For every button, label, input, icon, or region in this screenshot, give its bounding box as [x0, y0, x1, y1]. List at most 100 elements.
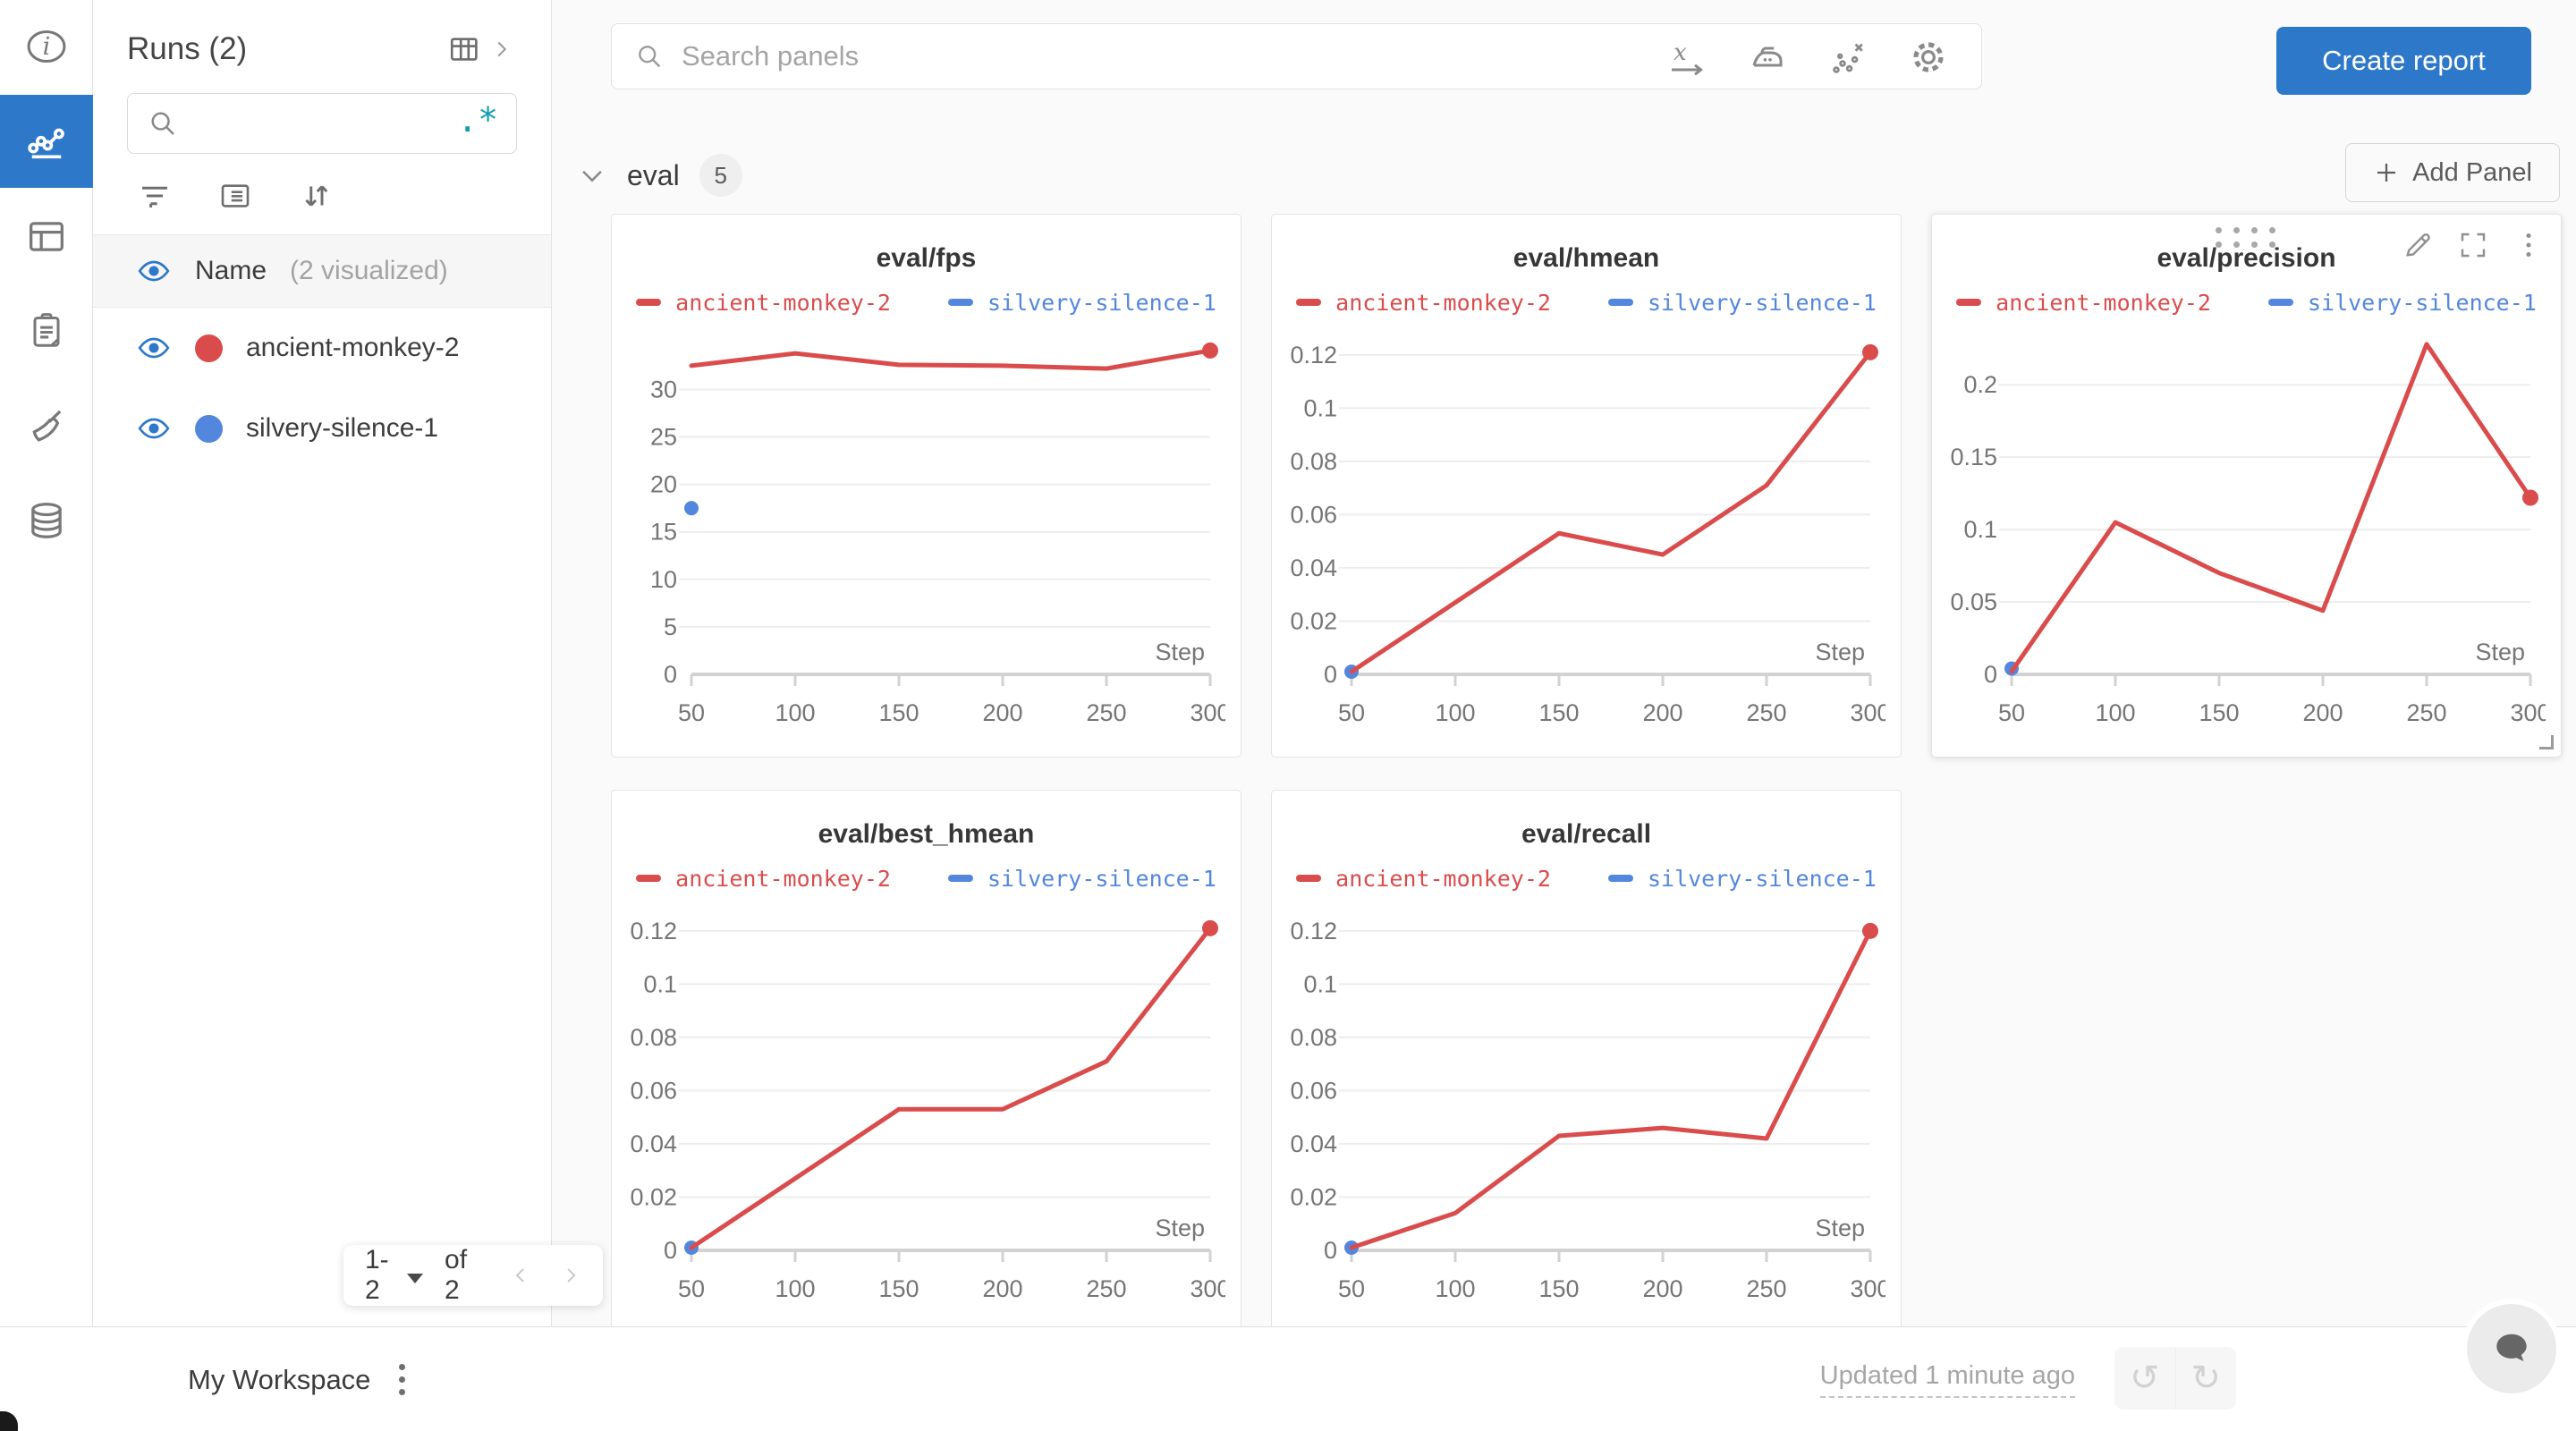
chart-legend: ancient-monkey-2 silvery-silence-1 [1272, 862, 1901, 894]
prev-page-button[interactable] [510, 1262, 531, 1289]
svg-text:100: 100 [775, 699, 815, 726]
svg-text:0: 0 [1324, 1237, 1337, 1264]
panel-resize-handle[interactable] [2539, 735, 2554, 749]
svg-text:0: 0 [664, 661, 677, 688]
sweeps-broom-icon [32, 410, 62, 442]
legend-label: ancient-monkey-2 [675, 289, 891, 316]
svg-text:200: 200 [2302, 699, 2343, 726]
smoothing-iron-icon[interactable] [1746, 36, 1789, 79]
add-panel-button[interactable]: Add Panel [2345, 143, 2560, 202]
svg-text:Step: Step [1155, 1215, 1205, 1241]
x-axis-icon[interactable]: x [1665, 36, 1708, 79]
legend-label: ancient-monkey-2 [1335, 865, 1551, 892]
settings-gear-icon[interactable] [1907, 36, 1950, 79]
chart-plot[interactable]: 0 0.02 0.04 0.06 0.08 0.1 0.12 50 100 150 200 250 30… [1287, 318, 1885, 746]
redo-button[interactable]: ↻ [2174, 1347, 2237, 1410]
rail-item-artifacts-database[interactable] [0, 474, 93, 567]
svg-text:50: 50 [678, 1275, 705, 1302]
rail-item-line-chart[interactable] [0, 95, 93, 188]
run-row[interactable]: ancient-monkey-2 [93, 308, 551, 388]
workspace-name[interactable]: My Workspace [188, 1363, 371, 1395]
svg-text:0.04: 0.04 [1290, 1130, 1337, 1157]
chevron-down-icon[interactable] [577, 160, 607, 191]
svg-text:0.1: 0.1 [1963, 516, 1997, 543]
legend-dash [636, 299, 662, 306]
expand-runs-table-button[interactable] [447, 30, 515, 68]
chart-legend: ancient-monkey-2 silvery-silence-1 [612, 862, 1241, 894]
svg-text:0.05: 0.05 [1950, 588, 1997, 615]
chat-launcher-button[interactable] [2467, 1304, 2556, 1393]
legend-dash [947, 299, 973, 306]
svg-text:150: 150 [1538, 1275, 1579, 1302]
filter-icon[interactable] [136, 177, 174, 215]
legend-item: ancient-monkey-2 [1296, 290, 1551, 316]
runs-title: Runs (2) [127, 31, 248, 66]
panel-menu-kebab-icon[interactable] [2512, 229, 2545, 261]
svg-text:i: i [43, 33, 51, 61]
rail-item-panels[interactable] [0, 190, 93, 283]
panel-count-badge: 5 [699, 154, 742, 197]
outliers-icon[interactable] [1826, 36, 1869, 79]
svg-text:0.04: 0.04 [630, 1130, 677, 1157]
chart-title: eval/best_hmean [818, 819, 1035, 849]
chart-title: eval/recall [1521, 819, 1652, 849]
svg-text:200: 200 [982, 699, 1022, 726]
svg-text:50: 50 [1338, 699, 1365, 726]
sort-icon[interactable] [297, 177, 335, 215]
run-color-dot [195, 334, 223, 362]
chart-plot[interactable]: 0 0.02 0.04 0.06 0.08 0.1 0.12 50 100 150 200 250 30… [1287, 894, 1885, 1322]
runs-pagination: 1-2 of 2 [343, 1245, 603, 1306]
chart-panel[interactable]: eval/precision ancient-monkey-2 silvery-s… [1931, 214, 2562, 758]
undo-button[interactable]: ↺ [2129, 1359, 2160, 1398]
caret-down-icon[interactable] [407, 1273, 424, 1283]
list-settings-icon[interactable] [216, 177, 254, 215]
svg-text:0.06: 0.06 [630, 1077, 677, 1104]
updated-timestamp[interactable]: Updated 1 minute ago [1819, 1361, 2075, 1398]
runs-search-input[interactable] [192, 108, 458, 139]
svg-text:0.08: 0.08 [1290, 448, 1337, 475]
legend-item: ancient-monkey-2 [1296, 866, 1551, 892]
svg-text:300: 300 [1850, 1275, 1885, 1302]
svg-text:0.08: 0.08 [630, 1024, 677, 1051]
legend-item: silvery-silence-1 [1607, 865, 1877, 892]
fullscreen-icon[interactable] [2457, 229, 2489, 261]
eye-icon[interactable] [136, 330, 172, 366]
chart-plot[interactable]: 0 5 10 15 20 25 30 50 100 150 200 250 300 Step [627, 318, 1225, 746]
rail-item-sweeps-broom[interactable] [0, 379, 93, 472]
rail-item-info[interactable]: i [0, 0, 93, 93]
legend-label: silvery-silence-1 [2307, 289, 2537, 316]
svg-text:x: x [1674, 39, 1687, 66]
search-panels-box[interactable] [611, 23, 1982, 89]
chart-panel[interactable]: eval/best_hmean ancient-monkey-2 silvery-… [611, 790, 1241, 1334]
rail-item-clipboard[interactable] [0, 284, 93, 377]
chart-plot[interactable]: 0 0.05 0.1 0.15 0.2 50 100 150 200 250 300 Step [1947, 318, 2546, 746]
svg-text:Step: Step [1815, 1215, 1865, 1241]
runs-search-box[interactable]: .* [127, 93, 517, 154]
run-row[interactable]: silvery-silence-1 [93, 388, 551, 469]
svg-text:200: 200 [1642, 699, 1682, 726]
legend-label: silvery-silence-1 [1647, 865, 1877, 892]
edit-panel-pencil-icon[interactable] [2402, 229, 2434, 261]
svg-text:300: 300 [1850, 699, 1885, 726]
legend-item: silvery-silence-1 [947, 290, 1216, 316]
legend-label: ancient-monkey-2 [675, 865, 891, 892]
svg-text:0.15: 0.15 [1950, 444, 1997, 470]
page-range[interactable]: 1-2 [365, 1245, 389, 1305]
regex-toggle[interactable]: .* [457, 100, 498, 140]
run-name[interactable]: silvery-silence-1 [246, 413, 439, 443]
eye-icon[interactable] [136, 253, 172, 289]
chart-panel[interactable]: eval/fps ancient-monkey-2 silvery-silence… [611, 214, 1241, 758]
chart-panel[interactable]: eval/recall ancient-monkey-2 silvery-sile… [1271, 790, 1902, 1334]
eye-icon[interactable] [136, 411, 172, 446]
search-panels-input[interactable] [682, 40, 1960, 72]
create-report-button[interactable]: Create report [2276, 27, 2531, 95]
workspace-tools: x [1665, 36, 1950, 79]
run-name[interactable]: ancient-monkey-2 [246, 333, 460, 362]
chart-plot[interactable]: 0 0.02 0.04 0.06 0.08 0.1 0.12 50 100 150 200 250 30… [627, 894, 1225, 1322]
svg-text:20: 20 [650, 471, 677, 498]
workspace-menu-button[interactable] [394, 1359, 411, 1401]
next-page-button[interactable] [560, 1262, 581, 1289]
section-title[interactable]: eval [627, 158, 680, 191]
drag-handle[interactable] [2215, 227, 2278, 250]
chart-panel[interactable]: eval/hmean ancient-monkey-2 silvery-silen… [1271, 214, 1902, 758]
